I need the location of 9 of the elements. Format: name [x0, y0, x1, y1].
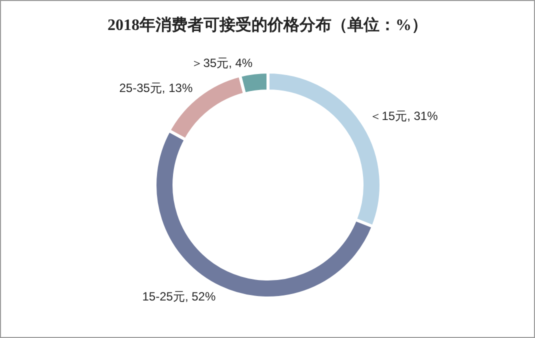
data-label: , 4% — [228, 56, 253, 70]
data-label: , 52% — [184, 289, 216, 304]
slice-label: 25-35元 — [119, 80, 162, 95]
data-label: , 31% — [407, 108, 438, 123]
chart-title: 2018年消费者可接受的价格分布（单位：%） — [108, 16, 428, 34]
slice-label: ＜15元 — [370, 108, 408, 123]
slice-label: 15-25元 — [142, 289, 185, 304]
data-label: , 13% — [162, 80, 193, 95]
slice-label: ＞35元 — [191, 56, 229, 70]
